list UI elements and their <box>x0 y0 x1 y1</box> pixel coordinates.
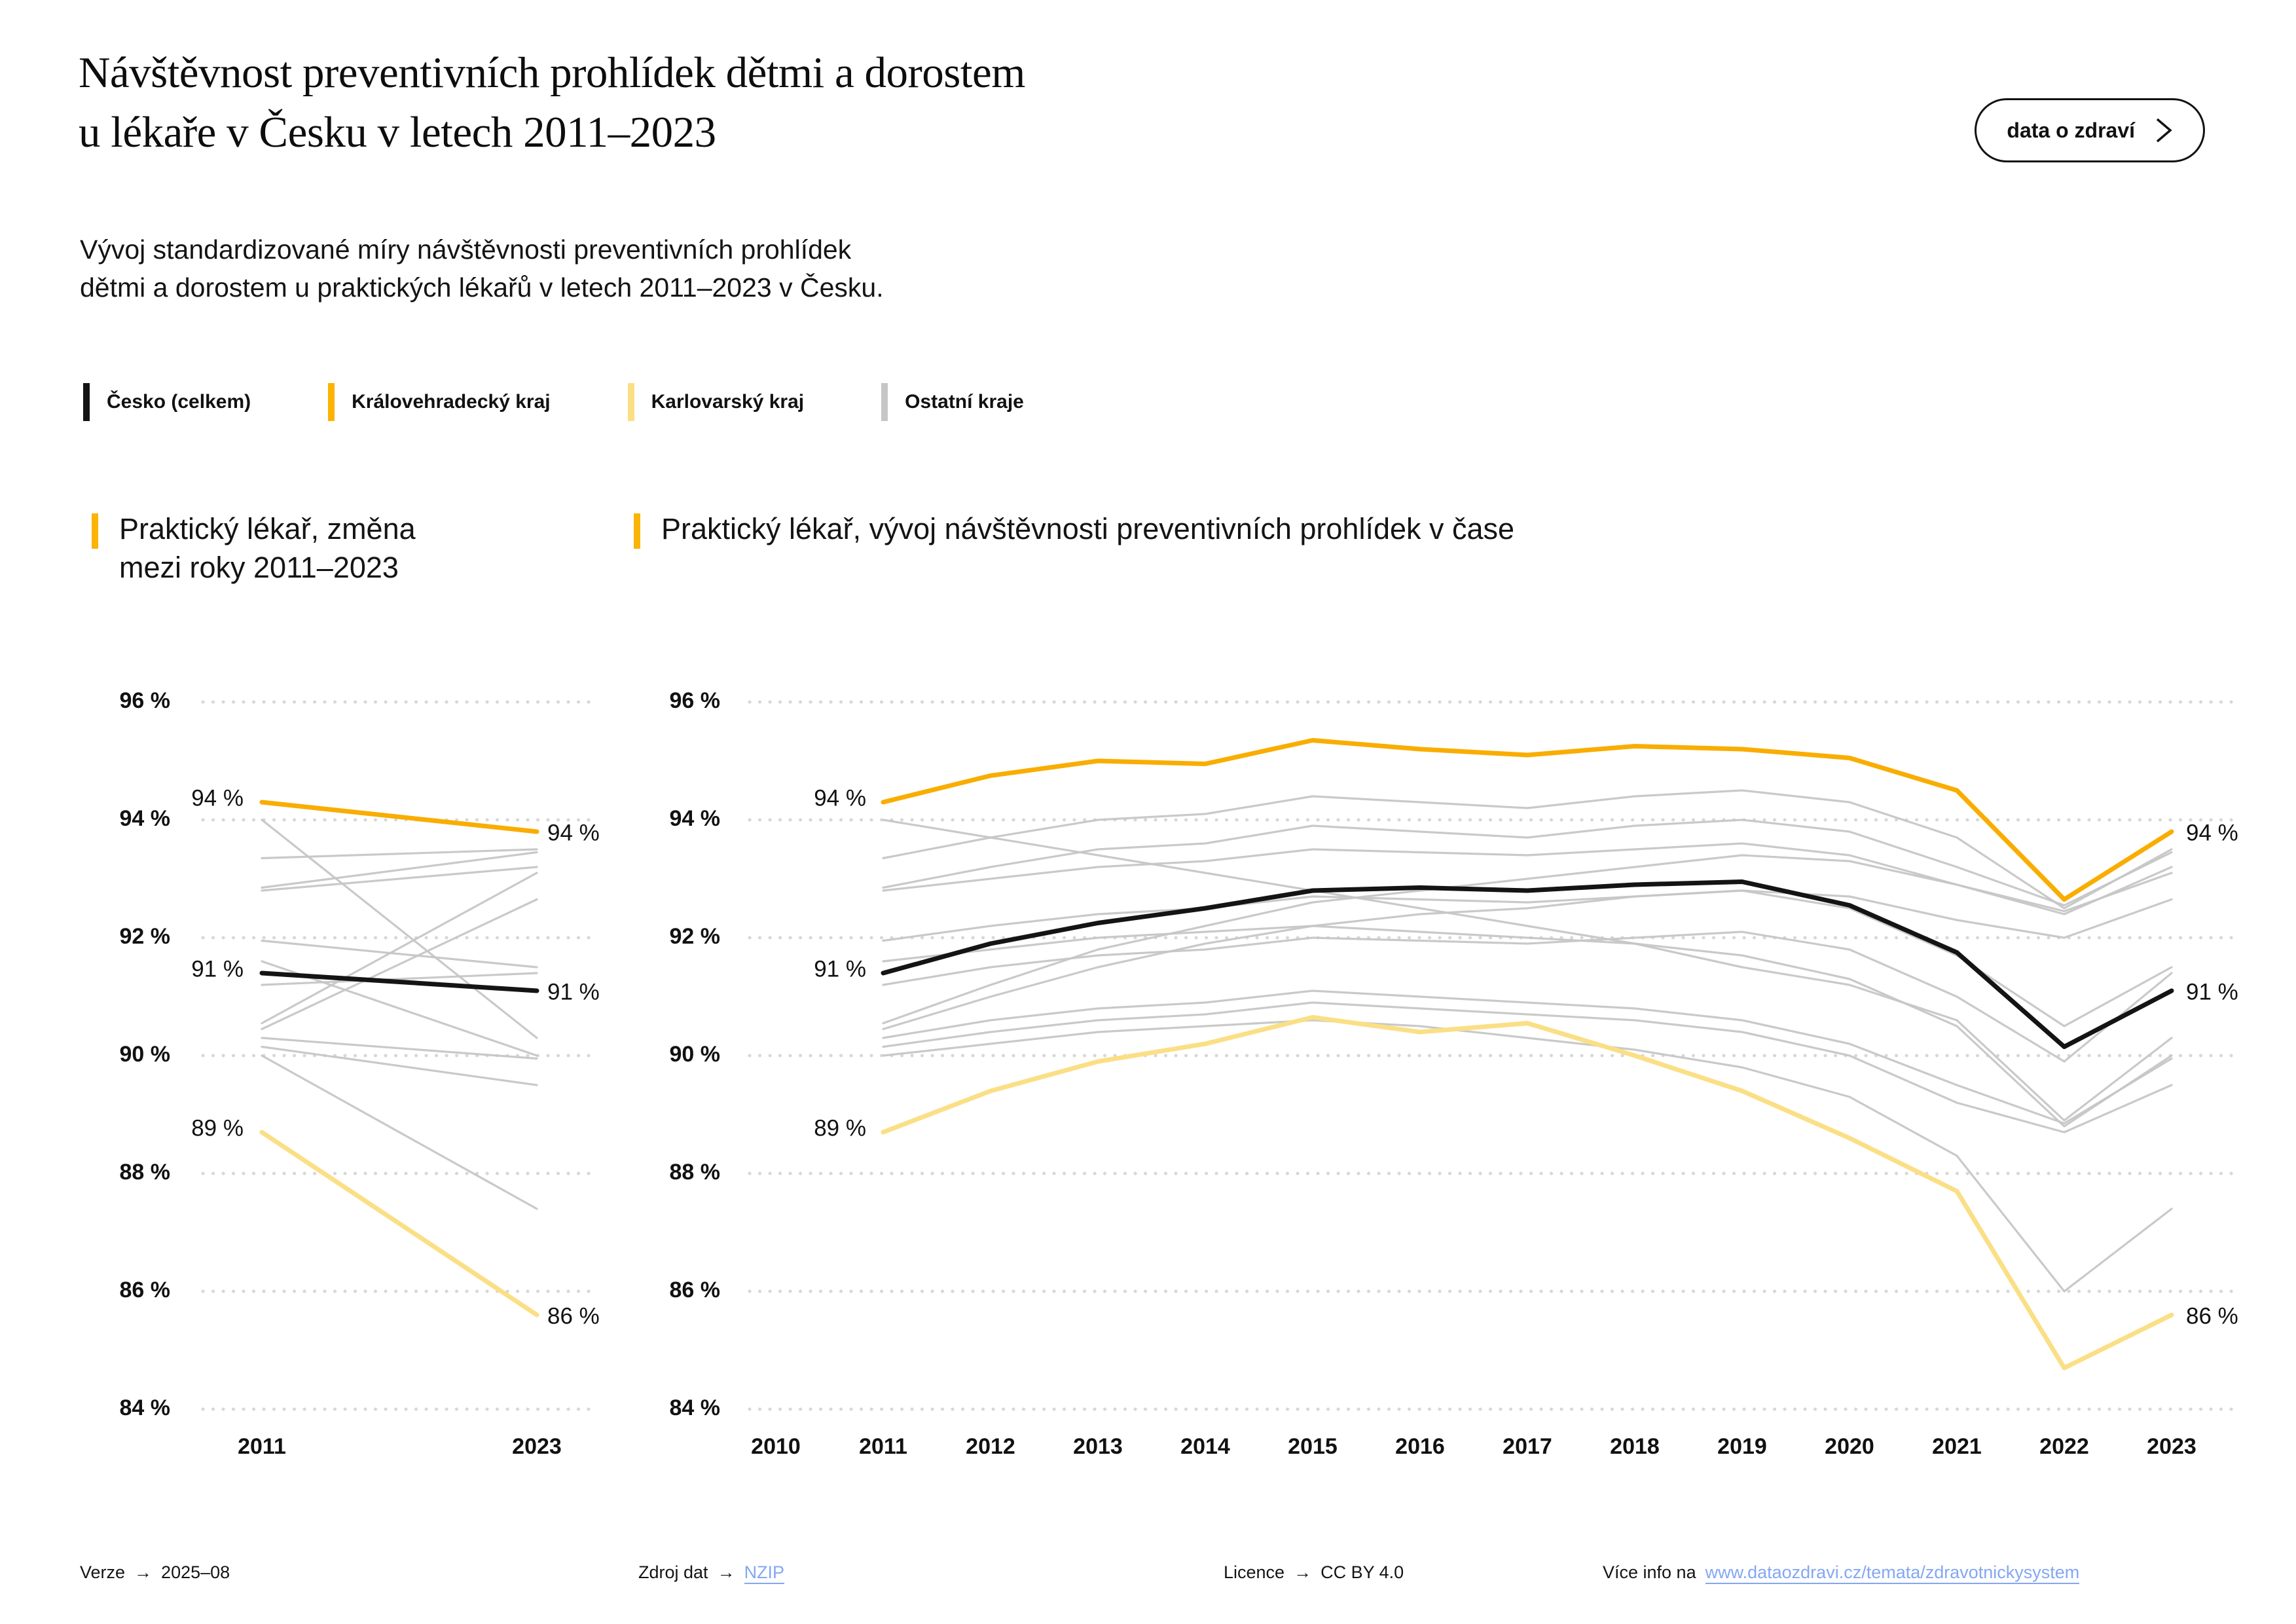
page-title-line2: u lékaře v Česku v letech 2011–2023 <box>79 108 716 157</box>
dataozdravi-link[interactable]: www.dataozdravi.cz/temata/zdravotnickysy… <box>1705 1562 2080 1584</box>
page-subtitle-line2: dětmi a dorostem u praktických lékařů v … <box>80 272 884 303</box>
svg-text:88 %: 88 % <box>120 1160 171 1185</box>
svg-text:96 %: 96 % <box>670 688 721 713</box>
data-o-zdravi-button-label: data o zdraví <box>2007 118 2135 142</box>
slope-chart: 96 % 94 % 92 % 90 % 88 % 86 % 84 % 2011 2023 94 %… <box>120 688 600 1459</box>
data-o-zdravi-button[interactable]: data o zdraví <box>1975 98 2205 162</box>
slope-chart-title: Praktický lékař, změna mezi roky 2011–20… <box>92 509 416 587</box>
svg-text:94 %: 94 % <box>670 806 721 831</box>
page-subtitle-line1: Vývoj standardizované míry návštěvnosti … <box>80 234 852 265</box>
svg-text:92 %: 92 % <box>120 924 171 949</box>
svg-text:91 %: 91 % <box>814 956 866 982</box>
svg-text:2023: 2023 <box>2147 1434 2196 1459</box>
legend-swatch-karlovarsky <box>627 383 634 421</box>
legend-swatch-cesko <box>83 383 90 421</box>
svg-text:94 %: 94 % <box>120 806 171 831</box>
svg-text:92 %: 92 % <box>670 924 721 949</box>
svg-text:89 %: 89 % <box>191 1115 244 1141</box>
svg-text:2011: 2011 <box>859 1434 907 1459</box>
svg-text:2017: 2017 <box>1503 1434 1552 1459</box>
svg-text:94 %: 94 % <box>547 820 600 845</box>
page-subtitle: Vývoj standardizované míry návštěvnosti … <box>80 231 884 306</box>
svg-text:2021: 2021 <box>1932 1434 1982 1459</box>
svg-text:84 %: 84 % <box>670 1395 721 1420</box>
svg-text:86 %: 86 % <box>2186 1303 2238 1329</box>
legend-label-ostatni: Ostatní kraje <box>905 391 1024 413</box>
legend-swatch-ostatni <box>881 383 888 421</box>
legend-item-cesko: Česko (celkem) <box>83 383 251 421</box>
legend-label-kralovehradecky: Královehradecký kraj <box>352 391 551 413</box>
accent-bar <box>92 513 98 549</box>
legend-swatch-kralovehradecky <box>328 383 335 421</box>
time-chart-title-text: Praktický lékař, vývoj návštěvnosti prev… <box>661 512 1515 545</box>
footer-licence-label: Licence <box>1224 1562 1285 1582</box>
footer-version-value: 2025–08 <box>161 1562 230 1582</box>
legend: Česko (celkem) Královehradecký kraj Karl… <box>83 383 1024 421</box>
svg-text:91 %: 91 % <box>547 979 600 1005</box>
svg-text:2022: 2022 <box>2039 1434 2089 1459</box>
arrow-right-icon: → <box>717 1562 735 1582</box>
time-chart-title: Praktický lékař, vývoj návštěvnosti prev… <box>634 509 1514 549</box>
footer-licence: Licence → CC BY 4.0 <box>1224 1562 1404 1583</box>
footer-licence-value: CC BY 4.0 <box>1321 1562 1404 1582</box>
svg-text:90 %: 90 % <box>120 1042 171 1067</box>
chevron-right-icon <box>2156 118 2172 143</box>
legend-item-ostatni: Ostatní kraje <box>881 383 1024 421</box>
footer-source: Zdroj dat → NZIP <box>638 1562 785 1584</box>
legend-item-kralovehradecky: Královehradecký kraj <box>328 383 551 421</box>
svg-text:2013: 2013 <box>1073 1434 1123 1459</box>
svg-text:88 %: 88 % <box>670 1160 721 1185</box>
legend-item-karlovarsky: Karlovarský kraj <box>627 383 805 421</box>
svg-text:84 %: 84 % <box>120 1395 171 1420</box>
svg-text:94 %: 94 % <box>814 785 866 811</box>
footer-version: Verze → 2025–08 <box>80 1562 230 1583</box>
svg-text:2016: 2016 <box>1395 1434 1445 1459</box>
svg-text:86 %: 86 % <box>120 1278 171 1302</box>
svg-text:2010: 2010 <box>751 1434 801 1459</box>
svg-text:2012: 2012 <box>966 1434 1015 1459</box>
svg-text:89 %: 89 % <box>814 1115 866 1141</box>
nzip-link[interactable]: NZIP <box>744 1562 785 1584</box>
footer-version-label: Verze <box>80 1562 126 1582</box>
svg-text:94 %: 94 % <box>2186 820 2238 845</box>
svg-text:90 %: 90 % <box>670 1042 721 1067</box>
footer-source-label: Zdroj dat <box>638 1562 708 1582</box>
footer-more-info: Více info na www.dataozdravi.cz/temata/z… <box>1603 1562 2080 1584</box>
arrow-right-icon: → <box>134 1562 153 1582</box>
time-chart: 96 % 94 % 92 % 90 % 88 % 86 % 84 % 2010 2011 2012… <box>670 688 2239 1459</box>
svg-text:96 %: 96 % <box>120 688 171 713</box>
svg-text:91 %: 91 % <box>191 956 244 982</box>
svg-text:2014: 2014 <box>1180 1434 1230 1459</box>
svg-text:2023: 2023 <box>512 1434 562 1459</box>
slope-chart-title-line2: mezi roky 2011–2023 <box>119 551 399 585</box>
footer-more-info-label: Více info na <box>1603 1562 1696 1582</box>
svg-text:2015: 2015 <box>1288 1434 1338 1459</box>
svg-text:2011: 2011 <box>238 1434 286 1459</box>
svg-text:91 %: 91 % <box>2186 979 2238 1005</box>
page-title: Návštěvnost preventivních prohlídek dětm… <box>79 43 1025 162</box>
accent-bar <box>634 513 640 549</box>
svg-text:2019: 2019 <box>1717 1434 1767 1459</box>
svg-text:94 %: 94 % <box>191 785 244 811</box>
slope-chart-title-line1: Praktický lékař, změna <box>119 512 416 545</box>
legend-label-cesko: Česko (celkem) <box>107 391 251 413</box>
arrow-right-icon: → <box>1294 1562 1312 1582</box>
svg-text:86 %: 86 % <box>547 1303 600 1329</box>
legend-label-karlovarsky: Karlovarský kraj <box>651 391 805 413</box>
footer: Verze → 2025–08 Zdroj dat → NZIP Licence… <box>0 1553 2296 1599</box>
svg-text:2020: 2020 <box>1825 1434 1874 1459</box>
page-title-line1: Návštěvnost preventivních prohlídek dětm… <box>79 48 1025 97</box>
svg-text:2018: 2018 <box>1610 1434 1660 1459</box>
svg-text:86 %: 86 % <box>670 1278 721 1302</box>
